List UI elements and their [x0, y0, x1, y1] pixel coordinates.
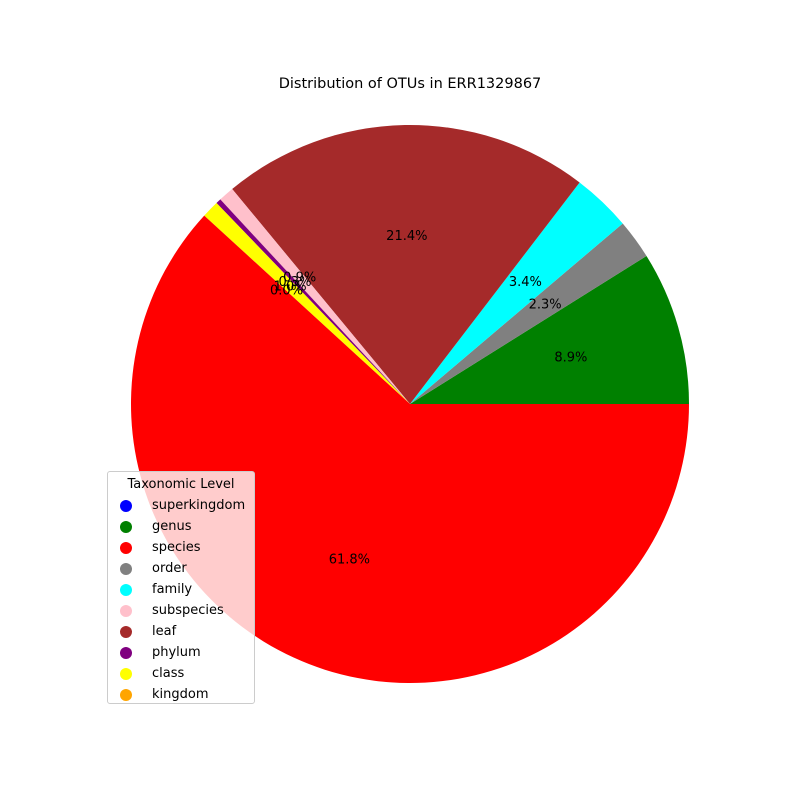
legend-item-kingdom: kingdom [108, 684, 254, 705]
legend-item-subspecies: subspecies [108, 600, 254, 621]
pct-label-species: 61.8% [329, 553, 370, 568]
legend-marker [120, 583, 132, 596]
legend-marker [120, 625, 132, 638]
legend-label: order [152, 561, 187, 576]
legend-item-class: class [108, 663, 254, 684]
pct-label-genus: 8.9% [554, 350, 587, 365]
legend-marker [120, 646, 132, 659]
legend-item-superkingdom: superkingdom [108, 495, 254, 516]
pie-percentage-labels: 8.9% 2.3% 3.4% 21.4% 0.9%0.3%1.0%0.0% 61.8% [270, 229, 587, 567]
legend-item-order: order [108, 558, 254, 579]
legend-item-species: species [108, 537, 254, 558]
chart-title: Distribution of OTUs in ERR1329867 [279, 76, 542, 92]
legend-title: Taxonomic Level [127, 477, 235, 492]
legend-label: genus [152, 519, 192, 534]
legend-label: phylum [152, 645, 201, 660]
pie-slice-family [410, 182, 623, 404]
legend-items: superkingdom genus species order family subsp… [108, 495, 254, 705]
legend-marker [120, 562, 132, 575]
pct-label-order: 2.3% [529, 298, 562, 313]
pct-label-family: 3.4% [509, 275, 542, 290]
pie-slice-leaf [232, 125, 580, 405]
legend-label: species [152, 540, 201, 555]
legend-marker [120, 499, 132, 512]
pct-label-phylum: 0.3% [279, 275, 312, 290]
legend-marker [120, 688, 132, 701]
legend-marker [120, 667, 132, 680]
legend-item-family: family [108, 579, 254, 600]
legend: Taxonomic Level superkingdom genus species… [107, 471, 255, 704]
legend-label: kingdom [152, 687, 209, 702]
pct-label-kingdom: 0.0% [270, 283, 303, 298]
legend-item-genus: genus [108, 516, 254, 537]
pct-label-class: 1.0% [274, 280, 307, 295]
legend-marker [120, 520, 132, 533]
pie-slices [131, 125, 690, 683]
legend-label: family [152, 582, 193, 597]
pie-slice-class [204, 203, 410, 404]
pie-slice-genus [410, 255, 689, 404]
legend-item-leaf: leaf [108, 621, 254, 642]
legend-marker [120, 541, 132, 554]
legend-label: subspecies [152, 603, 224, 618]
legend-item-phylum: phylum [108, 642, 254, 663]
pie-slice-order [410, 223, 647, 404]
pct-label-leaf: 21.4% [386, 229, 427, 244]
pie-slice-species [131, 215, 690, 683]
legend-label: class [152, 666, 185, 681]
pie-slice-phylum [216, 199, 410, 404]
legend-label: superkingdom [152, 498, 246, 513]
legend-label: leaf [152, 624, 177, 639]
legend-marker [120, 604, 132, 617]
pct-label-subspecies: 0.9% [283, 271, 316, 286]
pie-slice-subspecies [220, 189, 410, 404]
